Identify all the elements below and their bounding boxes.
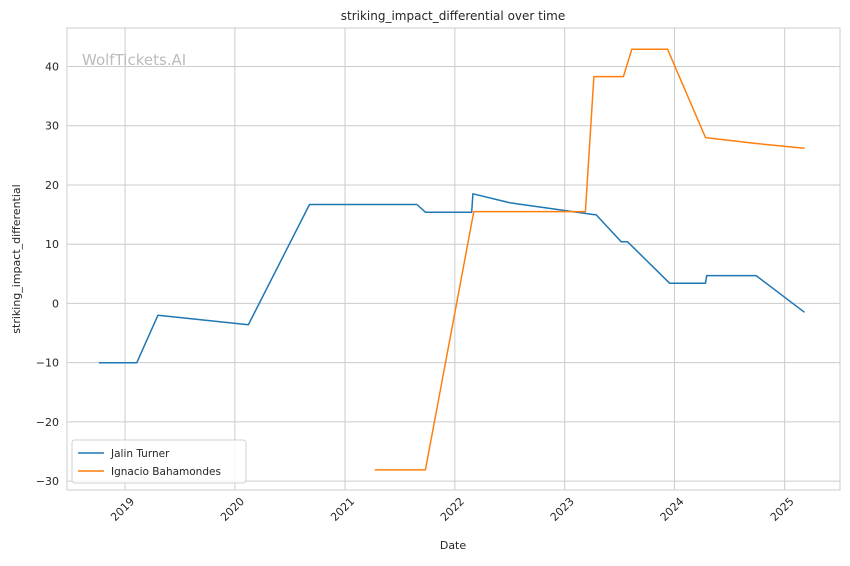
y-tick-label: −10	[36, 357, 59, 370]
y-tick-label: 0	[52, 297, 59, 310]
y-tick-label: 10	[45, 238, 59, 251]
y-tick-label: 40	[45, 61, 59, 74]
y-tick-label: −30	[36, 475, 59, 488]
legend-label-ignacio-bahamondes: Ignacio Bahamondes	[111, 466, 221, 478]
y-tick-label: −20	[36, 416, 59, 429]
y-tick-label: 20	[45, 179, 59, 192]
x-axis-label: Date	[440, 539, 467, 552]
series-line-jalin-turner	[98, 193, 805, 364]
series-lines	[98, 48, 805, 471]
series-line-ignacio-bahamondes	[374, 48, 805, 471]
y-tick-labels: −30 −20 −10 0 10 20 30 40	[36, 61, 59, 489]
legend: Jalin Turner Ignacio Bahamondes	[71, 439, 247, 484]
y-tick-label: 30	[45, 120, 59, 133]
grid	[67, 28, 840, 490]
plot-frame	[66, 27, 841, 491]
chart-title: striking_impact_differential over time	[341, 9, 566, 23]
watermark: WolfTickets.AI	[82, 51, 186, 69]
legend-frame	[71, 439, 247, 484]
y-axis-label: striking_impact_differential	[10, 184, 23, 333]
legend-label-jalin-turner: Jalin Turner	[110, 448, 170, 460]
